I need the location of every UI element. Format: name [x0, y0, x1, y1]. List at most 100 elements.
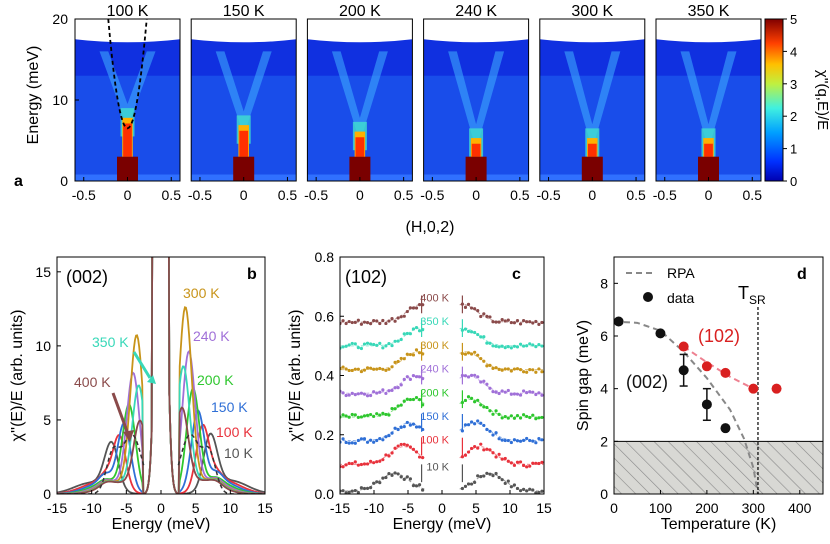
data-point [509, 369, 513, 373]
data-point [537, 391, 541, 395]
data-point [497, 437, 501, 441]
data-point [479, 442, 483, 446]
data-point [390, 473, 394, 477]
data-point [387, 413, 391, 417]
data-point [491, 389, 495, 394]
rpa-curve [613, 320, 759, 495]
fit-dashed-line [177, 433, 265, 494]
heatmap-dispersion-cone [448, 51, 505, 141]
data-point [384, 321, 388, 326]
data-point [341, 413, 345, 417]
data-point [500, 416, 504, 420]
data-point [540, 393, 544, 397]
data-point [356, 392, 360, 396]
data-point [701, 361, 712, 372]
data-point [344, 321, 348, 326]
data-point [402, 425, 406, 429]
data-point [509, 440, 513, 445]
data-point [384, 475, 388, 480]
data-point [375, 412, 379, 416]
colorbar [764, 18, 784, 182]
heatmap-4 [539, 19, 645, 181]
data-point [491, 473, 495, 478]
dispersion-guide-line [107, 18, 148, 130]
data-point [534, 461, 538, 465]
y-tick-label: 0.0 [315, 486, 335, 502]
fit-line [459, 327, 544, 347]
data-point [522, 413, 526, 417]
data-point [402, 442, 406, 446]
series-label: 100 K [216, 424, 253, 440]
heatmap-title: 150 K [223, 3, 265, 20]
x-tick-label: 0 [240, 187, 248, 203]
data-point [347, 441, 351, 445]
heatmap-dispersion-cone [680, 51, 737, 141]
colorbar-tick-label: 0 [790, 174, 797, 189]
data-point [353, 393, 357, 397]
data-point [365, 366, 370, 370]
data-point [378, 341, 382, 345]
data-point [473, 373, 477, 377]
data-point [525, 436, 529, 441]
y-tick-label: 0 [600, 486, 608, 502]
heatmap-5 [656, 19, 761, 181]
data-point [378, 321, 382, 326]
heatmap-title: 350 K [688, 3, 730, 20]
series-label: 10 K [224, 445, 253, 461]
data-point [748, 383, 759, 394]
y-tick-label: 10 [52, 92, 68, 108]
data-point [528, 415, 532, 420]
data-point [534, 417, 538, 421]
series-label-002: (002) [626, 372, 668, 392]
data-point [537, 367, 541, 371]
heatmap-3 [423, 19, 529, 181]
data-point [485, 364, 489, 368]
data-point [613, 316, 624, 327]
data-point [381, 388, 385, 392]
data-point [381, 411, 385, 415]
data-point [497, 452, 501, 456]
x-tick-label: 400 [788, 500, 812, 516]
x-tick-label: 100 [649, 500, 673, 516]
data-point [485, 341, 489, 345]
x-tick-label: 0.5 [743, 187, 763, 203]
data-point [396, 404, 400, 408]
data-point [393, 360, 397, 365]
data-point [417, 302, 422, 307]
data-point [534, 491, 538, 494]
heatmap-gap-core [239, 130, 249, 157]
data-point [384, 453, 388, 457]
data-point [381, 458, 385, 462]
data-point [512, 463, 517, 467]
data-point [476, 474, 480, 478]
data-point [525, 414, 529, 419]
x-tick-label: 0.5 [278, 187, 298, 203]
panel-a-heatmaps: 100 K 150 K 200 K 240 K 300 K 350 K [74, 3, 762, 182]
fit-line [459, 446, 544, 465]
data-point [479, 314, 483, 319]
series-line [57, 257, 265, 494]
data-point [476, 353, 480, 357]
heatmap-0 [75, 19, 180, 181]
data-point [518, 322, 523, 326]
arrow-head-350K [147, 375, 156, 384]
panel-c-xlabel: Energy (meV) [393, 516, 492, 533]
data-point [378, 481, 382, 485]
x-tick-label: 0 [588, 187, 596, 203]
data-point [506, 416, 510, 420]
heatmap-bragg-peak [581, 156, 603, 181]
y-tick-label: 8 [600, 275, 608, 291]
colorbar-tick-label: 3 [790, 77, 797, 92]
panel-c-points [340, 295, 544, 494]
data-point [384, 435, 388, 439]
data-point [506, 388, 510, 393]
data-point [466, 351, 471, 355]
data-point [353, 441, 357, 445]
x-tick-label: 5 [192, 500, 200, 516]
data-point [390, 406, 394, 411]
data-point [771, 383, 782, 394]
y-tick-label: 15 [35, 264, 51, 280]
fit-line [459, 351, 544, 371]
data-point [414, 348, 419, 352]
x-tick-label: -5 [120, 500, 133, 516]
